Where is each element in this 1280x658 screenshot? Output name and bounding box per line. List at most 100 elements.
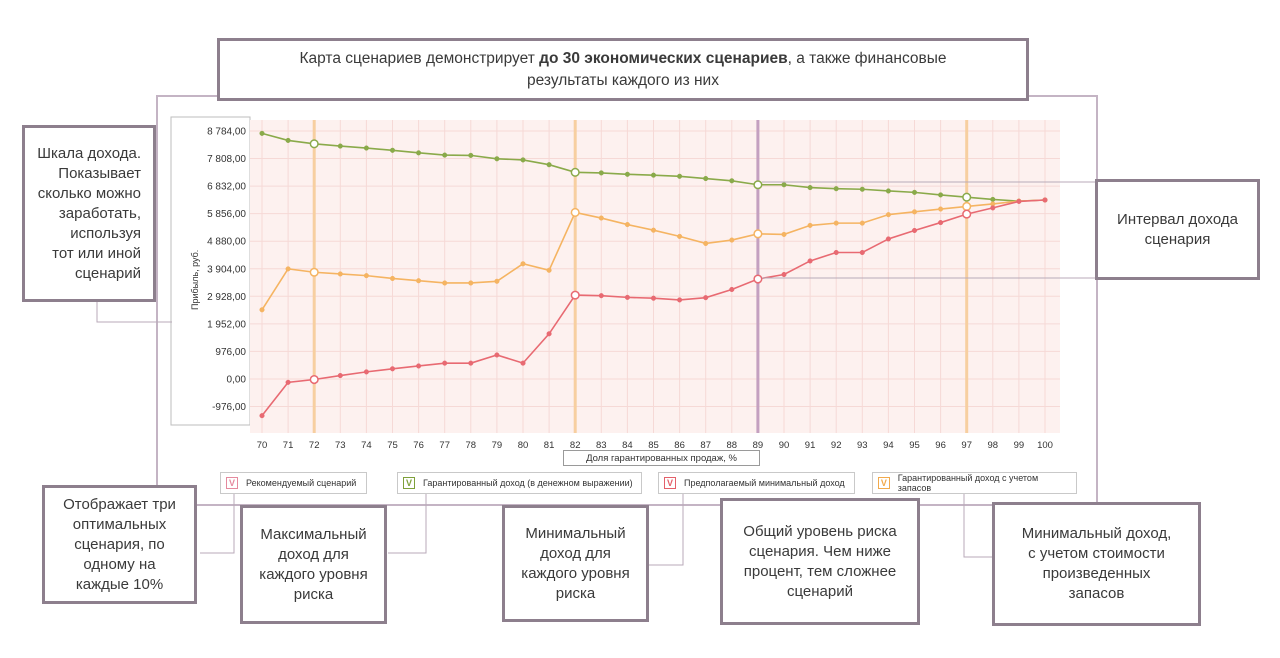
- series-point: [468, 280, 474, 286]
- series-point: [807, 222, 813, 228]
- series-point: [363, 369, 369, 375]
- series-point: [389, 147, 396, 153]
- series-point: [285, 266, 291, 272]
- series-point: [729, 286, 735, 293]
- x-tick-label: 95: [909, 440, 920, 451]
- series-point: [416, 363, 422, 369]
- x-tick-labels: 70 71 72 73 74 75 76 77 78 79 80 81 82 83 84 85 86 87 88 89…: [257, 440, 1053, 451]
- y-tick-label: 8 784,00: [207, 127, 246, 138]
- series-point: [1042, 197, 1048, 203]
- callout-interval: Интервал дохода сценария: [1095, 179, 1260, 280]
- series-point: [1016, 198, 1022, 204]
- x-tick-label: 99: [1014, 440, 1025, 451]
- x-tick-label: 75: [387, 440, 398, 451]
- series-point: [729, 178, 735, 184]
- header-title: Карта сценариев демонстрирует до 30 экон…: [217, 38, 1029, 101]
- title-bold: до 30 экономических сценариев: [539, 49, 788, 67]
- series-point: [753, 229, 763, 239]
- legend-min-income-checkbox[interactable]: V: [664, 477, 676, 489]
- series-point: [442, 152, 448, 158]
- y-tick-label: 5 856,00: [207, 209, 246, 220]
- series-point: [781, 182, 787, 188]
- legend-recommended[interactable]: V Рекомендуемый сценарий: [220, 472, 367, 494]
- x-tick-label: 89: [753, 440, 764, 451]
- series-point: [598, 215, 604, 221]
- legend-guaranteed-checkbox[interactable]: V: [403, 477, 415, 489]
- legend-guaranteed-label: Гарантированный доход (в денежном выраже…: [423, 478, 633, 488]
- title-suffix: , а также финансовые: [787, 49, 947, 67]
- connector-lines: [96, 181, 1097, 566]
- series-point: [938, 192, 944, 198]
- callout-max-income-text: Максимальный доход для каждого уровня ри…: [259, 525, 368, 603]
- series-point: [546, 331, 552, 337]
- series-point: [781, 231, 787, 237]
- x-axis-label-text: Доля гарантированных продаж, %: [586, 452, 737, 464]
- series-point: [885, 188, 891, 194]
- x-tick-label: 96: [935, 440, 946, 451]
- series-point: [807, 258, 813, 264]
- series-point: [309, 374, 319, 385]
- series-point: [285, 379, 291, 385]
- callout-optimal-text: Отображает три оптимальных сценария, по …: [63, 495, 176, 593]
- series-point: [962, 209, 972, 219]
- series-point: [911, 227, 918, 234]
- x-tick-label: 86: [674, 440, 685, 451]
- series-point: [442, 280, 448, 286]
- y-tick-label: 0,00: [227, 374, 247, 385]
- legend-min-income[interactable]: V Предполагаемый минимальный доход: [658, 472, 855, 494]
- connector-max: [388, 492, 427, 554]
- x-tick-label: 77: [439, 440, 450, 451]
- legend-guaranteed-stock-checkbox[interactable]: V: [878, 477, 890, 489]
- series-point: [807, 185, 813, 191]
- callout-income-scale: Шкала дохода. Показывает сколько можно з…: [22, 125, 156, 302]
- x-axis-label: Доля гарантированных продаж, %: [563, 450, 760, 466]
- series-point: [833, 220, 839, 226]
- callout-income-scale-text: Шкала дохода. Показывает сколько можно з…: [37, 144, 141, 282]
- series-point: [389, 366, 396, 372]
- x-tick-label: 82: [570, 440, 581, 451]
- x-tick-label: 92: [831, 440, 842, 451]
- series-point: [885, 236, 891, 242]
- legend-guaranteed[interactable]: V Гарантированный доход (в денежном выра…: [397, 472, 642, 494]
- series-point: [703, 295, 709, 301]
- series-point: [494, 278, 500, 284]
- x-tick-label: 93: [857, 440, 868, 451]
- series-point: [624, 171, 630, 177]
- x-tick-label: 72: [309, 440, 320, 451]
- callout-min-income-text: Минимальный доход для каждого уровня рис…: [521, 524, 630, 602]
- y-tick-label: 3 904,00: [207, 264, 246, 275]
- x-tick-label: 70: [257, 440, 268, 451]
- callout-optimal: Отображает три оптимальных сценария, по …: [42, 485, 197, 604]
- series-point: [911, 209, 918, 215]
- y-tick-label: 976,00: [215, 347, 246, 358]
- y-tick-label: 2 928,00: [207, 292, 246, 303]
- series-point: [285, 137, 291, 143]
- callout-risk-level: Общий уровень риска сценария. Чем ниже п…: [720, 498, 920, 625]
- series-point: [885, 212, 891, 218]
- series-point: [570, 290, 580, 300]
- callout-min-income-stock: Минимальный доход, с учетом стоимости пр…: [992, 502, 1201, 626]
- series-point: [938, 220, 944, 226]
- x-tick-label: 88: [727, 440, 738, 451]
- series-point: [833, 186, 839, 192]
- connector-min: [648, 492, 684, 566]
- series-point: [677, 297, 683, 303]
- x-tick-label: 76: [413, 440, 424, 451]
- series-point: [938, 206, 944, 212]
- y-axis-label: Прибыль, руб.: [190, 250, 200, 310]
- series-point: [598, 293, 604, 299]
- series-point: [416, 278, 422, 284]
- x-tick-label: 94: [883, 440, 894, 451]
- legend-guaranteed-stock[interactable]: V Гарантированный доход с учетом запасов: [872, 472, 1077, 494]
- series-point: [570, 167, 580, 177]
- series-point: [650, 227, 657, 233]
- y-axis-panel: [170, 116, 251, 426]
- connector-min-stock: [963, 492, 992, 558]
- series-point: [520, 157, 526, 163]
- series-point: [729, 237, 735, 243]
- y-tick-label: 1 952,00: [207, 319, 246, 330]
- x-tick-label: 84: [622, 440, 633, 451]
- legend-recommended-checkbox[interactable]: V: [226, 477, 238, 489]
- series-point: [753, 274, 763, 284]
- series-point: [337, 373, 343, 379]
